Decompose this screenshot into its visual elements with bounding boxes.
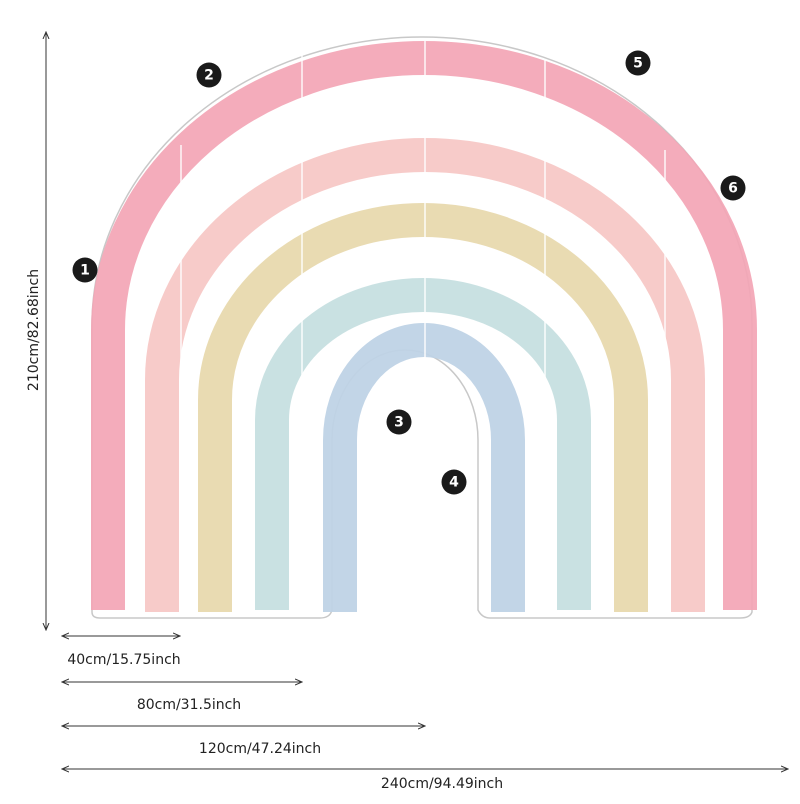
panel-seams <box>180 38 666 615</box>
rainbow-arc-5-blue <box>323 323 525 612</box>
rainbow-arc-3-sand <box>198 203 648 612</box>
width-label-120: 120cm/47.24inch <box>198 741 322 757</box>
width-label-80: 80cm/31.5inch <box>136 697 242 713</box>
width-label-240: 240cm/94.49inch <box>380 776 504 792</box>
height-label: 210cm/82.68inch <box>26 268 42 392</box>
panel-number-badge: 2 <box>196 62 222 88</box>
rainbow-arc-4-mint <box>255 278 591 610</box>
panel-number-badge: 1 <box>72 257 98 283</box>
rainbow-arc-1-pink <box>91 41 757 610</box>
panel-number-badge: 5 <box>625 50 651 76</box>
panel-number-badge: 4 <box>441 469 467 495</box>
panel-number-badge: 3 <box>386 409 412 435</box>
panel-number-badge: 6 <box>720 175 746 201</box>
width-label-40: 40cm/15.75inch <box>67 652 181 668</box>
